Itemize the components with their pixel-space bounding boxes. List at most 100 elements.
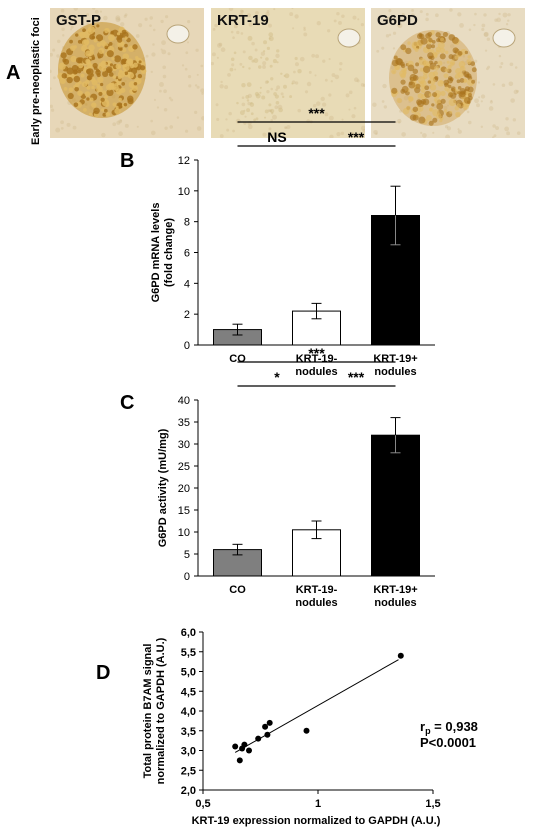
tissue-texture-dot [322, 59, 326, 63]
tissue-texture-dot [507, 19, 510, 22]
tissue-texture-dot [224, 85, 229, 90]
stained-cell [127, 98, 134, 105]
tissue-texture-dot [230, 30, 234, 34]
stained-cell [471, 79, 476, 84]
stained-cell [449, 59, 456, 65]
micrograph-gst-p-image [50, 8, 204, 138]
tissue-texture-dot [397, 23, 401, 27]
stained-cell [396, 97, 402, 104]
tissue-texture-dot [514, 66, 518, 69]
tissue-texture-dot [156, 106, 160, 109]
stained-cell [108, 72, 114, 77]
tissue-texture-dot [513, 89, 519, 95]
chart-d-y-tick-label: 5,5 [181, 647, 196, 659]
tissue-texture-dot [445, 134, 451, 138]
stained-cell [448, 34, 456, 41]
unstained-cell [250, 112, 254, 116]
tissue-texture-dot [161, 49, 167, 55]
stained-cell [118, 97, 122, 102]
tissue-texture-dot [62, 34, 65, 37]
tissue-texture-dot [70, 25, 74, 29]
stained-cell [464, 50, 469, 55]
tissue-texture-dot [489, 100, 493, 104]
chart-c-category-label: nodules [374, 597, 416, 609]
stained-cell [434, 60, 438, 65]
tissue-texture-dot [388, 9, 392, 13]
tissue-texture-dot [348, 90, 353, 95]
stained-cell [448, 92, 454, 98]
stained-cell [88, 112, 92, 116]
unstained-cell [276, 61, 279, 64]
stained-cell [123, 102, 128, 107]
tissue-texture-dot [136, 125, 139, 128]
tissue-texture-dot [444, 125, 449, 129]
chart-d-y-tick-label: 3,5 [181, 726, 196, 738]
stained-cell [437, 41, 445, 49]
unstained-cell [294, 56, 298, 61]
stained-cell [63, 87, 68, 91]
stained-cell [462, 103, 469, 110]
tissue-texture-dot [119, 119, 123, 122]
tissue-texture-dot [360, 22, 365, 27]
tissue-texture-dot [341, 14, 345, 18]
tissue-texture-dot [336, 11, 340, 16]
tissue-texture-dot [162, 74, 167, 79]
stained-cell [423, 65, 431, 74]
stained-cell [93, 38, 98, 43]
unstained-cell [236, 101, 239, 105]
tissue-texture-dot [476, 103, 480, 108]
chart-c-significance-label: * [274, 369, 280, 385]
tissue-texture-dot [118, 119, 123, 124]
stained-cell [60, 52, 67, 59]
stained-cell [91, 102, 97, 108]
tissue-texture-dot [215, 103, 219, 107]
tissue-texture-dot [149, 24, 152, 28]
unstained-cell [246, 108, 251, 113]
stained-cell [440, 90, 446, 96]
unstained-cell [247, 35, 253, 41]
stained-cell [75, 33, 79, 37]
tissue-texture-dot [228, 8, 234, 12]
chart-d-point [303, 727, 310, 734]
stained-cell [58, 62, 66, 70]
tissue-texture-dot [386, 16, 390, 20]
tissue-texture-dot [286, 125, 291, 130]
stained-cell [457, 86, 462, 90]
stained-cell [111, 57, 115, 61]
tissue-texture-dot [186, 41, 190, 44]
unstained-cell [265, 57, 269, 61]
tissue-texture-dot [501, 83, 506, 88]
chart-b-y-label: G6PD mRNA levels(fold change) [150, 203, 175, 303]
tissue-texture-dot [226, 128, 230, 132]
tissue-texture-dot [324, 78, 328, 82]
tissue-texture-dot [50, 108, 55, 112]
chart-b-significance-label: NS [267, 129, 286, 145]
stained-cell [432, 109, 440, 117]
unstained-cell [278, 107, 283, 113]
stained-cell [124, 71, 129, 76]
stained-cell [131, 85, 138, 92]
tissue-texture-dot [270, 87, 274, 91]
stained-cell [414, 47, 419, 52]
stained-cell [445, 50, 449, 55]
unstained-cell [255, 117, 259, 121]
stained-cell [465, 73, 470, 78]
stained-cell [419, 67, 424, 72]
stained-cell [103, 108, 108, 113]
tissue-texture-dot [315, 54, 320, 59]
tissue-texture-dot [303, 32, 308, 37]
chart-d-point [264, 731, 271, 738]
stained-cell [91, 56, 96, 61]
stained-cell [444, 86, 449, 92]
stained-cell [420, 88, 426, 94]
tissue-texture-dot [401, 132, 406, 137]
tissue-texture-dot [112, 122, 117, 127]
tissue-texture-dot [320, 96, 325, 102]
stained-cell [114, 108, 121, 115]
tissue-texture-dot [403, 17, 406, 20]
tissue-texture-dot [50, 69, 52, 74]
tissue-texture-dot [262, 61, 267, 66]
unstained-cell [268, 32, 274, 37]
tissue-texture-dot [118, 131, 123, 137]
unstained-cell [269, 64, 273, 68]
